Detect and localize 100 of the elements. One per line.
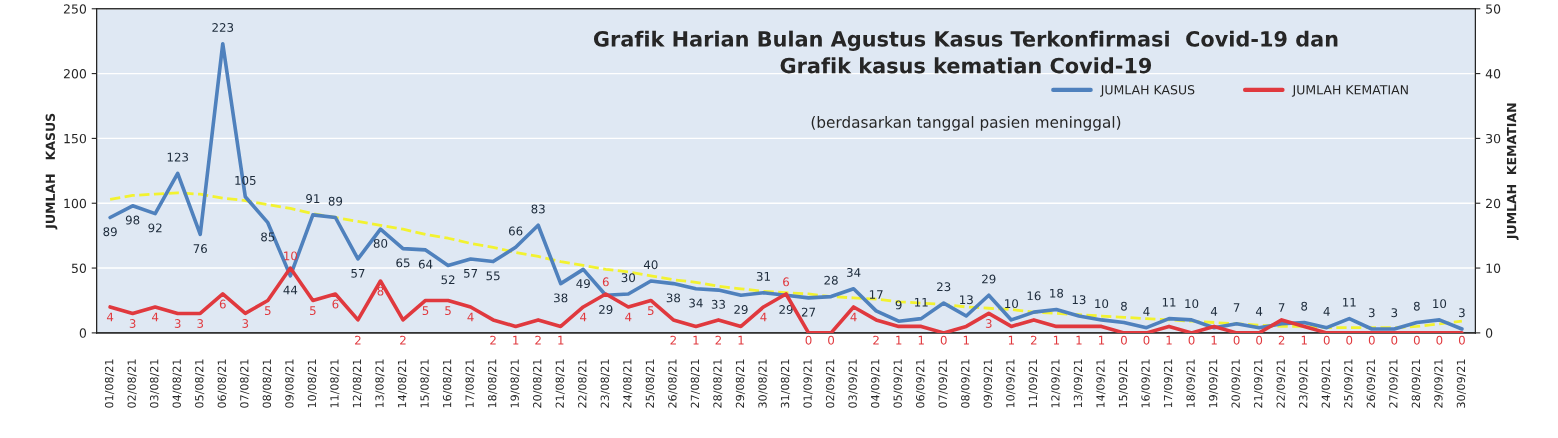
data-label: 31 (756, 271, 770, 281)
x-tick-label: 13/08/21 (375, 359, 385, 408)
data-label: 1 (738, 335, 744, 345)
data-label: 4 (1143, 307, 1150, 316)
data-label: 57 (463, 268, 478, 278)
x-tick-label: 20/09/21 (1231, 359, 1241, 408)
data-label: 29 (734, 305, 748, 314)
data-label: 89 (103, 227, 117, 237)
data-label: 4 (1255, 307, 1263, 316)
x-tick-label: 07/08/21 (240, 359, 250, 408)
x-tick-label: 08/08/21 (262, 359, 272, 408)
data-label: 6 (602, 277, 609, 287)
data-label: 80 (373, 238, 388, 248)
data-label: 5 (422, 306, 429, 315)
y-tick-label: 250 (63, 4, 87, 14)
data-label: 1 (1166, 335, 1172, 345)
data-label: 1 (896, 335, 902, 345)
x-tick-label: 19/08/21 (510, 359, 520, 408)
data-label: 27 (801, 307, 816, 317)
data-label: 98 (125, 215, 140, 225)
x-tick-label: 15/09/21 (1118, 359, 1129, 408)
legend-label: JUMLAH KEMATIAN (1291, 85, 1408, 97)
x-tick-label: 02/09/21 (825, 359, 836, 408)
y-tick-label: 200 (63, 69, 87, 79)
data-label: 13 (960, 295, 973, 305)
data-label: 44 (283, 285, 298, 295)
data-label: 3 (242, 319, 249, 328)
data-label: 38 (666, 293, 681, 303)
data-label: 123 (167, 152, 189, 162)
y-tick-label: 50 (71, 263, 87, 273)
data-label: 5 (264, 306, 271, 315)
data-label: 10 (1095, 299, 1109, 309)
data-label: 8 (1301, 301, 1308, 311)
x-tick-label: 01/08/21 (104, 359, 115, 408)
data-label: 57 (351, 268, 365, 278)
y-axis-title: JUMLAH KASUS (45, 113, 58, 230)
data-label: 2 (670, 335, 676, 345)
x-tick-label: 30/09/21 (1456, 359, 1467, 408)
data-label: 91 (306, 194, 320, 204)
y2-tick-label: 10 (1486, 263, 1501, 273)
data-label: 6 (783, 277, 790, 287)
x-tick-label: 17/08/21 (465, 359, 475, 408)
data-label: 1 (558, 335, 564, 345)
data-label: 0 (1256, 335, 1263, 345)
data-label: 0 (1323, 335, 1330, 345)
x-tick-label: 10/08/21 (307, 359, 317, 408)
text: Grafik Harian Bulan Agustus Kasus Terkonfirmasi Covid-19 dan Grafik kasus kematian Covid-19 (593, 30, 1338, 74)
data-label: 64 (418, 259, 433, 269)
x-tick-label: 03/09/21 (848, 359, 858, 408)
data-label: 29 (599, 305, 613, 314)
data-label: 0 (805, 335, 812, 345)
y2-tick-label: 40 (1485, 69, 1501, 79)
x-tick-label: 20/08/21 (533, 359, 543, 408)
data-label: 28 (824, 275, 838, 285)
x-tick-label: 02/08/21 (127, 359, 137, 408)
x-tick-label: 22/09/21 (1276, 359, 1286, 408)
data-label: 223 (212, 22, 234, 32)
data-label: 2 (715, 335, 721, 345)
data-label: 10 (1433, 299, 1447, 309)
data-label: 55 (486, 271, 500, 281)
data-label: 66 (508, 226, 523, 236)
data-label: 4 (1210, 307, 1218, 316)
x-tick-label: 23/08/21 (600, 359, 610, 408)
x-tick-label: 23/09/21 (1299, 359, 1309, 408)
data-label: 1 (1008, 335, 1014, 345)
x-tick-label: 26/09/21 (1366, 359, 1376, 408)
data-label: 0 (1346, 335, 1353, 345)
data-label: 65 (396, 258, 410, 268)
y2-axis-title: JUMLAH KEMATIAN (1506, 103, 1519, 240)
data-label: 5 (647, 306, 654, 315)
data-label: 49 (576, 279, 590, 289)
y2-tick-label: 0 (1485, 328, 1493, 338)
x-tick-label: 24/09/21 (1321, 359, 1331, 408)
data-label: 2 (535, 335, 541, 345)
x-tick-label: 11/08/21 (330, 359, 340, 408)
data-label: 5 (310, 306, 316, 315)
x-tick-label: 22/08/21 (578, 359, 588, 408)
x-tick-label: 21/08/21 (555, 359, 565, 408)
x-tick-label: 25/08/21 (645, 359, 655, 408)
data-label: 0 (1188, 335, 1195, 345)
data-label: 10 (1005, 299, 1019, 309)
x-tick-label: 15/08/21 (420, 359, 430, 408)
data-label: 4 (580, 312, 587, 322)
data-label: 8 (1121, 301, 1127, 311)
x-tick-label: 03/08/21 (149, 359, 160, 408)
x-tick-label: 18/09/21 (1186, 359, 1196, 408)
data-label: 1 (1211, 335, 1217, 345)
data-label: 0 (1233, 335, 1240, 345)
data-label: 6 (219, 299, 226, 309)
data-label: 4 (152, 312, 159, 322)
data-label: 29 (779, 305, 793, 314)
data-label: 4 (106, 312, 114, 322)
x-tick-label: 21/09/21 (1253, 359, 1264, 408)
x-tick-label: 28/09/21 (1411, 359, 1421, 408)
y2-tick-label: 20 (1486, 198, 1501, 209)
data-label: 0 (1143, 335, 1150, 345)
y-tick-label: 100 (64, 198, 87, 209)
data-label: 83 (531, 204, 545, 214)
x-tick-label: 09/08/21 (285, 359, 295, 408)
x-tick-label: 24/08/21 (623, 359, 633, 408)
